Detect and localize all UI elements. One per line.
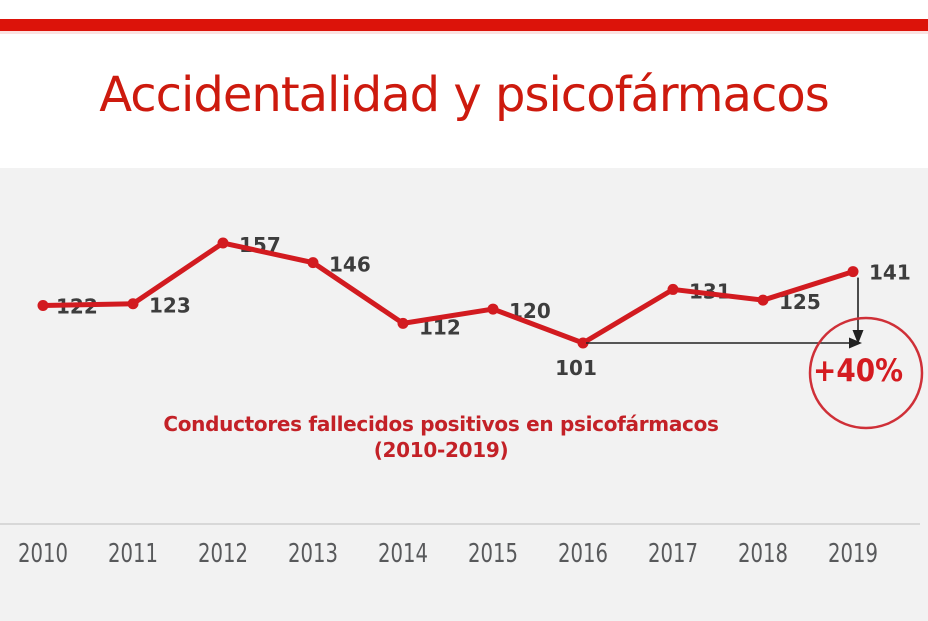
data-point-2018: [757, 294, 769, 306]
chart-caption: Conductores fallecidos positivos en psic…: [0, 411, 882, 463]
data-point-2013: [307, 257, 319, 269]
x-tick-2011: 2011: [108, 539, 158, 569]
data-label-2016: 101: [555, 356, 597, 380]
data-point-2012: [217, 237, 229, 249]
x-tick-2015: 2015: [468, 539, 518, 569]
series-line: [40, 240, 856, 346]
x-tick-2016: 2016: [558, 539, 608, 569]
data-point-2014: [397, 317, 409, 329]
annotation-circle: [808, 316, 924, 430]
x-tick-2019: 2019: [828, 539, 878, 569]
data-point-2019: [847, 266, 859, 278]
page-title: Accidentalidad y psicofármacos: [99, 67, 829, 123]
top-accent-bar: [0, 19, 928, 31]
data-point-2016: [577, 337, 589, 349]
arrowhead-right-icon: [849, 337, 862, 349]
data-label-2011: 123: [149, 294, 191, 318]
data-point-2015: [487, 303, 499, 315]
chart-panel: 122 123 157 146 112 120 101 131 125 141 +40% 2010 20…: [0, 168, 928, 621]
x-tick-2017: 2017: [648, 539, 698, 569]
chart-caption-range: (2010-2019): [373, 438, 509, 462]
annotation-label: +40%: [813, 353, 903, 389]
data-label-2019: 141: [869, 261, 911, 285]
x-tick-2010: 2010: [18, 539, 68, 569]
chart-caption-title: Conductores fallecidos positivos en psic…: [163, 412, 719, 436]
x-tick-2012: 2012: [198, 539, 248, 569]
arrowhead-down-icon: [852, 330, 864, 344]
data-point-2017: [667, 283, 679, 295]
data-point-2010: [37, 300, 49, 311]
x-tick-2018: 2018: [738, 539, 788, 569]
x-tick-2014: 2014: [378, 539, 428, 569]
data-label-2013: 146: [329, 253, 371, 277]
data-point-2011: [127, 298, 139, 310]
x-tick-2013: 2013: [288, 539, 338, 569]
